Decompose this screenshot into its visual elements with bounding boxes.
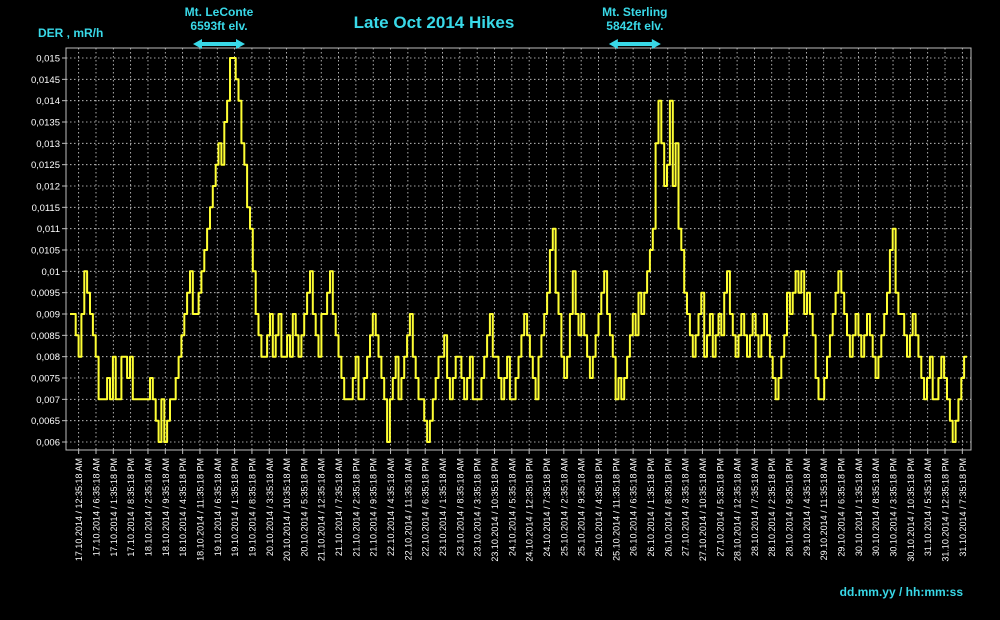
x-tick-label: 24.10.2014 / 12:35:18 PM: [525, 458, 535, 562]
grid: [66, 48, 971, 450]
x-tick-label: 30.10.2014 / 1:35:18 AM: [854, 458, 864, 556]
x-tick-label: 22.10.2014 / 4:35:18 AM: [386, 458, 396, 556]
x-tick-label: 21.10.2014 / 12:35:18 AM: [317, 458, 327, 561]
x-tick-label: 18.10.2014 / 4:35:18 PM: [178, 458, 188, 557]
peak-annotation-label: Mt. Sterling: [602, 5, 667, 19]
x-tick-label: 27.10.2014 / 3:35:18 AM: [681, 458, 691, 556]
x-tick-label: 17.10.2014 / 8:35:18 PM: [126, 458, 136, 557]
y-tick-label: 0,0085: [31, 331, 60, 342]
x-tick-label: 29.10.2014 / 4:35:18 AM: [802, 458, 812, 556]
x-tick-label: 23.10.2014 / 10:35:18 PM: [490, 458, 500, 562]
x-tick-label: 21.10.2014 / 9:35:18 PM: [369, 458, 379, 557]
y-tick-label: 0,0105: [31, 246, 60, 257]
peak-annotation-label: Mt. LeConte: [185, 5, 254, 19]
x-tick-label: 24.10.2014 / 5:35:18 AM: [507, 458, 517, 556]
x-tick-label: 28.10.2014 / 2:35:18 PM: [767, 458, 777, 557]
peak-annotation-label: 6593ft elv.: [190, 19, 247, 33]
x-tick-label: 23.10.2014 / 3:35:18 PM: [473, 458, 483, 557]
x-tick-label: 30.10.2014 / 10:35:18 PM: [906, 458, 916, 562]
x-tick-label: 17.10.2014 / 6:35:18 AM: [91, 458, 101, 556]
arrow-right-icon: [236, 39, 246, 49]
y-tick-label: 0,0095: [31, 288, 60, 299]
arrow-left-icon: [608, 39, 618, 49]
x-tick-label: 28.10.2014 / 7:35:18 AM: [750, 458, 760, 556]
x-tick-label: 21.10.2014 / 2:35:18 PM: [351, 458, 361, 557]
y-tick-label: 0,0125: [31, 160, 60, 171]
series-line: [70, 57, 967, 443]
x-tick-label: 25.10.2014 / 9:35:18 AM: [577, 458, 587, 556]
x-tick-label: 18.10.2014 / 2:35:18 AM: [143, 458, 153, 556]
x-tick-label: 29.10.2014 / 11:35:18 AM: [819, 458, 829, 560]
x-tick-label: 28.10.2014 / 9:35:18 PM: [785, 458, 795, 557]
y-tick-label: 0,0145: [31, 75, 60, 86]
plot-frame: [65, 47, 972, 451]
x-tick-label: 21.10.2014 / 7:35:18 AM: [334, 458, 344, 556]
y-tick-label: 0,01: [42, 267, 61, 278]
y-tick-label: 0,009: [36, 310, 60, 321]
x-tick-label: 25.10.2014 / 4:35:18 PM: [594, 458, 604, 557]
x-axis-label: dd.mm.yy / hh:mm:ss: [840, 585, 964, 599]
x-tick-label: 18.10.2014 / 9:35:18 AM: [161, 458, 171, 556]
y-tick-label: 0,008: [36, 352, 60, 363]
x-tick-label: 20.10.2014 / 5:35:18 PM: [299, 458, 309, 557]
x-tick-label: 27.10.2014 / 5:35:18 PM: [715, 458, 725, 557]
x-tick-label: 31.10.2014 / 5:35:18 AM: [923, 458, 933, 556]
x-tick-label: 30.10.2014 / 8:35:18 AM: [871, 458, 881, 556]
y-tick-label: 0,013: [36, 139, 60, 150]
x-tick-label: 31.10.2014 / 12:35:18 PM: [941, 458, 951, 562]
x-tick-label: 19.10.2014 / 1:35:18 PM: [230, 458, 240, 557]
x-tick-label: 22.10.2014 / 6:35:18 PM: [421, 458, 431, 557]
x-tick-label: 23.10.2014 / 8:35:18 AM: [455, 458, 465, 556]
y-tick-label: 0,0135: [31, 118, 60, 129]
y-tick-label: 0,012: [36, 182, 60, 193]
x-tick-label: 29.10.2014 / 6:35:18 PM: [837, 458, 847, 557]
y-tick-label: 0,0075: [31, 374, 60, 385]
x-tick-label: 20.10.2014 / 3:35:18 AM: [265, 458, 275, 556]
x-tick-label: 17.10.2014 / 12:35:18 AM: [74, 458, 84, 561]
y-tick-label: 0,011: [37, 224, 60, 235]
chart-title: Late Oct 2014 Hikes: [354, 13, 515, 32]
x-tick-label: 17.10.2014 / 1:35:18 PM: [109, 458, 119, 557]
x-tick-label: 25.10.2014 / 2:35:18 AM: [559, 458, 569, 556]
x-tick-label: 20.10.2014 / 10:35:18 AM: [282, 458, 292, 561]
y-tick-label: 0,0115: [32, 203, 60, 214]
y-axis-ticks: 0,015 0,0145 0,014 0,0135 0,013 0,0125 0,012 0,…: [31, 54, 66, 449]
x-tick-label: 19.10.2014 / 8:35:18 PM: [247, 458, 257, 557]
x-tick-label: 24.10.2014 / 7:35:18 PM: [542, 458, 552, 557]
y-tick-label: 0,014: [36, 96, 60, 107]
x-tick-label: 30.10.2014 / 3:35:18 PM: [889, 458, 899, 557]
arrow-left-icon: [193, 39, 203, 49]
y-tick-label: 0,015: [36, 54, 60, 65]
arrow-right-icon: [651, 39, 661, 49]
x-tick-label: 26.10.2014 / 6:35:18 AM: [629, 458, 639, 556]
x-tick-label: 18.10.2014 / 11:35:18 PM: [195, 458, 205, 561]
y-axis-label: DER , mR/h: [38, 26, 103, 40]
peak-annotation-label: 5842ft elv.: [606, 19, 663, 33]
x-tick-label: 26.10.2014 / 1:35:18 PM: [646, 458, 656, 557]
y-tick-label: 0,007: [36, 395, 60, 406]
x-tick-label: 26.10.2014 / 8:35:18 PM: [663, 458, 673, 557]
y-tick-label: 0,006: [36, 438, 60, 449]
x-tick-label: 23.10.2014 / 1:35:18 AM: [438, 458, 448, 556]
x-tick-label: 28.10.2014 / 12:35:18 AM: [733, 458, 743, 561]
y-tick-label: 0,0065: [31, 416, 60, 427]
x-tick-label: 22.10.2014 / 11:35:18 AM: [403, 458, 413, 560]
x-tick-label: 19.10.2014 / 6:35:18 AM: [213, 458, 223, 556]
x-tick-label: 27.10.2014 / 10:35:18 AM: [698, 458, 708, 561]
x-tick-label: 31.10.2014 / 7:35:18 PM: [958, 458, 968, 557]
x-axis-ticks: 17.10.2014 / 12:35:18 AM 17.10.2014 / 6:3…: [74, 450, 968, 562]
x-tick-label: 25.10.2014 / 11:35:18 PM: [611, 458, 621, 561]
